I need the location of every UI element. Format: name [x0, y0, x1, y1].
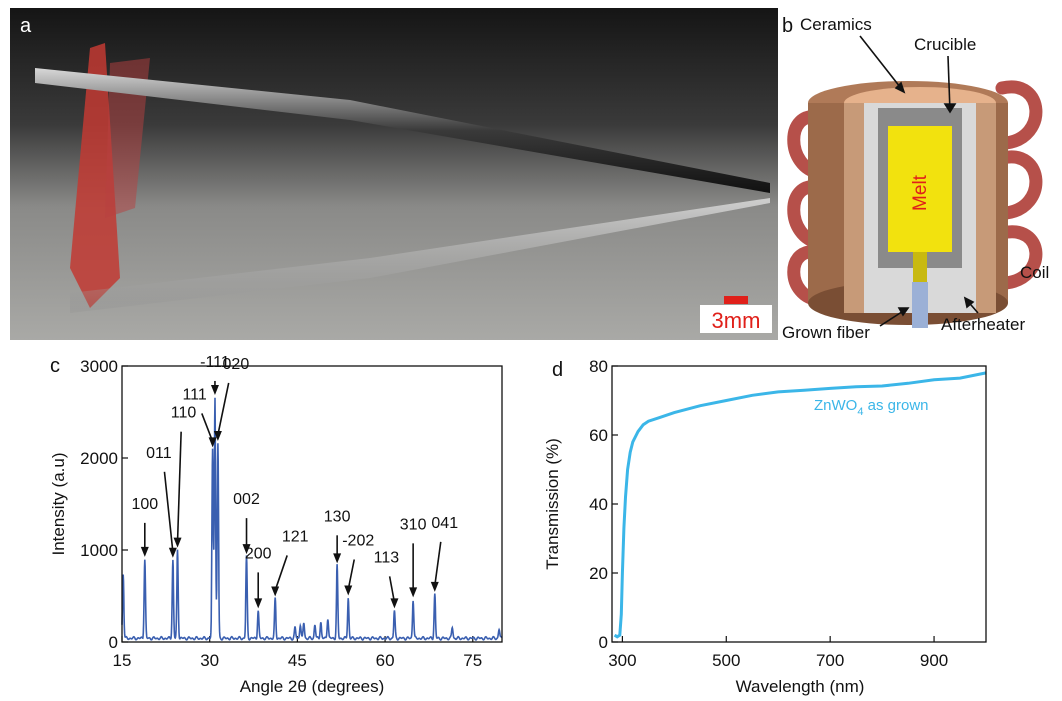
grown-fiber-rod — [35, 68, 770, 193]
peak-label: 121 — [282, 528, 309, 545]
peak-arrow — [176, 431, 182, 542]
peak-arrow — [388, 576, 396, 603]
peak-arrow — [201, 413, 214, 442]
peak-label: -111 — [200, 354, 230, 371]
panel-letter-c: c — [50, 355, 60, 377]
panel-letter-b: b — [782, 15, 793, 37]
x-tick-label: 30 — [200, 651, 219, 670]
xrd-y-axis-label: Intensity (a.u) — [49, 453, 68, 556]
x-tick-label: 75 — [463, 651, 482, 670]
coil-label: Coil — [1020, 263, 1049, 282]
x-tick-label: 900 — [920, 651, 948, 670]
peak-arrowhead — [168, 547, 177, 558]
fiber-photo-panel: a 3mm — [10, 8, 778, 340]
crucible-label: Crucible — [914, 35, 976, 54]
peak-arrowhead — [140, 546, 149, 557]
furnace-schematic: b Melt Ceramics Crucible Coil Grown fibe… — [782, 15, 1049, 342]
peak-label: 002 — [233, 491, 260, 508]
series-label-znwo4: ZnWO4 as grown — [814, 397, 929, 418]
y-tick-label: 80 — [589, 357, 608, 376]
fiber-reflection — [70, 198, 770, 313]
peak-label: 041 — [431, 515, 458, 532]
y-tick-label: 0 — [599, 633, 608, 652]
peak-arrowhead — [213, 430, 222, 441]
xrd-x-axis-label: Angle 2θ (degrees) — [240, 677, 385, 696]
y-tick-label: 0 — [109, 633, 118, 652]
peak-arrowhead — [430, 581, 439, 592]
y-tick-label: 2000 — [80, 449, 118, 468]
peak-label: 110 — [171, 405, 197, 422]
scale-bar — [724, 296, 748, 304]
peak-label: 100 — [131, 496, 158, 513]
peak-label: 020 — [223, 356, 250, 373]
x-tick-label: 700 — [816, 651, 844, 670]
panel-letter-d: d — [552, 359, 563, 381]
peak-arrowhead — [173, 537, 182, 548]
xrd-chart: c 15 30 45 60 75 0 1000 2000 3000 100 011 110 111 -1… — [49, 354, 503, 696]
peak-arrow — [347, 559, 356, 590]
grown-fiber-label: Grown fiber — [782, 323, 870, 342]
grown-fiber-schematic — [912, 282, 928, 328]
transmission-chart: d 300 500 700 900 0 20 40 60 80 ZnWO4 as grown W… — [543, 357, 987, 696]
peak-label: 011 — [146, 445, 172, 462]
fiber-photo: a 3mm — [10, 8, 778, 340]
x-tick-label: 15 — [113, 651, 132, 670]
peak-arrowhead — [208, 437, 217, 448]
peak-arrowhead — [390, 598, 399, 609]
peak-arrowhead — [210, 384, 219, 395]
peak-label: 310 — [400, 516, 427, 533]
peak-arrow — [163, 471, 174, 552]
y-tick-label: 60 — [589, 426, 608, 445]
xrd-plot-frame — [121, 365, 503, 643]
afterheater-label: Afterheater — [941, 315, 1025, 334]
panel-letter-a: a — [20, 15, 32, 37]
transmission-y-axis-label: Transmission (%) — [543, 438, 562, 570]
y-tick-label: 40 — [589, 495, 608, 514]
peak-arrow — [217, 382, 230, 436]
x-tick-label: 500 — [712, 651, 740, 670]
schematic-arrows — [859, 35, 979, 327]
peak-arrowhead — [271, 586, 280, 597]
peak-arrowhead — [333, 553, 342, 564]
x-tick-label: 60 — [376, 651, 395, 670]
transmission-chart-panel: d 300 500 700 900 0 20 40 60 80 ZnWO4 as grown W… — [528, 350, 1062, 696]
transmission-plot-frame — [611, 365, 987, 643]
x-tick-label: 45 — [288, 651, 307, 670]
melt-region — [888, 126, 952, 252]
peak-arrowhead — [409, 587, 418, 598]
transmission-curve — [613, 371, 987, 639]
y-tick-label: 3000 — [80, 357, 118, 376]
peak-label: 130 — [324, 508, 351, 525]
ceramics-label: Ceramics — [800, 15, 872, 34]
peak-arrow — [433, 541, 442, 586]
peak-arrowhead — [344, 585, 353, 596]
peak-label: 113 — [374, 549, 400, 566]
peak-label: 111 — [182, 386, 206, 403]
xrd-chart-panel: c 15 30 45 60 75 0 1000 2000 3000 100 011 110 111 -1… — [0, 350, 520, 696]
peak-arrow — [274, 555, 288, 591]
scale-bar-label: 3mm — [712, 308, 761, 333]
y-tick-label: 20 — [589, 564, 608, 583]
transmission-x-axis-label: Wavelength (nm) — [736, 677, 865, 696]
peak-label: -202 — [342, 533, 374, 550]
furnace-schematic-panel: b Melt Ceramics Crucible Coil Grown fibe… — [780, 8, 1062, 344]
xrd-intensity-line — [121, 397, 503, 641]
red-sample-holder — [70, 43, 120, 308]
melt-label: Melt — [910, 174, 931, 211]
y-tick-label: 1000 — [80, 541, 118, 560]
peak-label: 200 — [245, 545, 272, 562]
x-tick-label: 300 — [608, 651, 636, 670]
peak-arrowhead — [254, 598, 263, 609]
peak-arrowhead — [242, 544, 251, 555]
